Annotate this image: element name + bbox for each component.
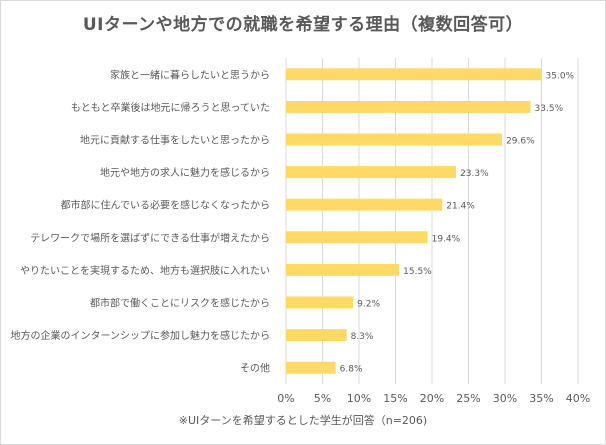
bar	[286, 100, 531, 113]
category-label: 都市部に住んでいる必要を感じなくなったから	[61, 199, 271, 212]
x-tick-label: 25%	[456, 392, 480, 405]
category-label: テレワークで場所を選ばずにできる仕事が増えたから	[30, 231, 270, 244]
x-tick-label: 0%	[277, 392, 294, 405]
bar	[286, 198, 443, 211]
category-label: やりたいことを実現するため、地方も選択肢に入れたい	[20, 264, 270, 277]
data-label: 21.4%	[446, 202, 475, 212]
data-label: 33.5%	[535, 104, 564, 114]
data-label: 6.8%	[340, 365, 363, 375]
x-tick-label: 15%	[383, 392, 407, 405]
data-label: 9.2%	[357, 300, 380, 310]
bar	[286, 231, 428, 244]
x-tick-label: 30%	[493, 392, 517, 405]
data-label: 8.3%	[351, 332, 374, 342]
bar	[286, 263, 400, 276]
x-tick-label: 10%	[347, 392, 371, 405]
x-tick-label: 20%	[420, 392, 444, 405]
category-label: 地元や地方の求人に魅力を感じるから	[100, 166, 270, 179]
category-label: 家族と一緒に暮らしたいと思うから	[110, 68, 270, 81]
chart-title: UIターンや地方での就職を希望する理由（複数回答可）	[82, 15, 524, 35]
data-label: 35.0%	[546, 71, 575, 81]
bar	[286, 133, 503, 146]
chart-footnote: ※UIターンを希望するとした学生が回答（n=206)	[178, 414, 428, 427]
data-label: 15.5%	[403, 267, 432, 277]
bar	[286, 329, 347, 342]
category-label: 地方の企業のインターンシップに参加し魅力を感じたから	[11, 329, 271, 342]
data-label: 19.4%	[432, 234, 461, 244]
bar	[286, 296, 354, 309]
category-label: その他	[240, 362, 270, 375]
category-label: もともと卒業後は地元に帰ろうと思っていた	[71, 101, 270, 114]
x-tick-label: 40%	[566, 392, 590, 405]
x-tick-label: 5%	[314, 392, 331, 405]
category-label: 都市部で働くことにリスクを感じたから	[90, 297, 270, 310]
bar	[286, 68, 542, 81]
data-label: 29.6%	[506, 137, 535, 147]
data-label: 23.3%	[460, 169, 489, 179]
category-label: 地元に貢献する仕事をしたいと思ったから	[80, 134, 270, 147]
bar	[286, 361, 336, 374]
x-tick-label: 35%	[529, 392, 553, 405]
bar	[286, 166, 457, 179]
